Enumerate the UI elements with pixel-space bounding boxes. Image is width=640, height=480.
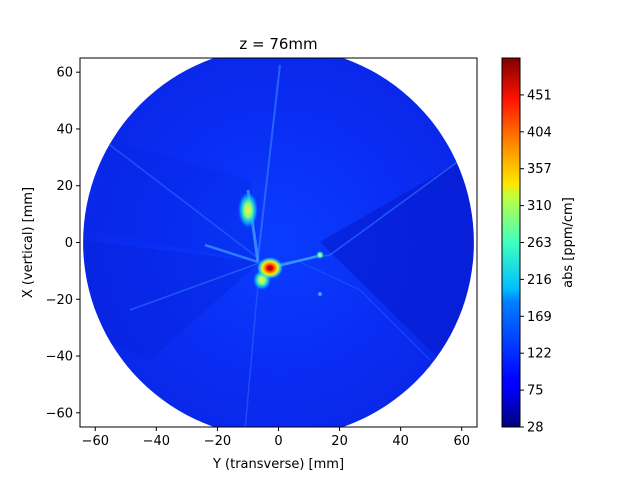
aperture-disc xyxy=(83,58,474,427)
x-tick-label: 0 xyxy=(274,434,282,449)
colorbar-label: abs [ppm/cm] xyxy=(561,197,576,288)
colorbar-tick-label: 216 xyxy=(527,273,552,288)
y-tick-label: −40 xyxy=(46,350,73,365)
y-tick-label: 40 xyxy=(56,122,73,137)
y-tick-label: 60 xyxy=(56,66,73,81)
colorbar-tick-label: 75 xyxy=(527,384,544,399)
y-axis: −60 −40 −20 0 20 40 60 xyxy=(46,66,80,421)
colorbar-tick-label: 169 xyxy=(527,310,552,325)
x-tick-label: 60 xyxy=(453,434,470,449)
colorbar-tick-label: 263 xyxy=(527,236,552,251)
small-dot xyxy=(318,292,322,296)
chart-title: z = 76mm xyxy=(239,35,317,53)
y-tick-label: −60 xyxy=(46,406,73,421)
x-tick-label: −40 xyxy=(143,434,170,449)
disc-structures xyxy=(83,64,474,427)
upper-arm-spot xyxy=(238,192,258,228)
hot-spots xyxy=(238,192,324,296)
colorbar-tick-label: 357 xyxy=(527,162,552,177)
y-tick-label: 0 xyxy=(65,236,73,251)
colorbar-tick-label: 310 xyxy=(527,199,552,214)
right-spot xyxy=(316,251,324,259)
colorbar-tick-label: 404 xyxy=(527,125,552,140)
colorbar-tick-label: 451 xyxy=(527,88,552,103)
colorbar-gradient xyxy=(501,57,521,428)
colorbar-tick-label: 122 xyxy=(527,347,552,362)
colorbar: 28 75 122 169 216 263 310 357 404 451 abs [ppm/cm… xyxy=(501,57,576,436)
y-axis-label: X (vertical) [mm] xyxy=(21,187,36,298)
y-tick-label: 20 xyxy=(56,179,73,194)
x-axis-label: Y (transverse) [mm] xyxy=(212,457,344,472)
central-hot-spot xyxy=(257,257,283,279)
plot-area xyxy=(80,58,477,427)
x-tick-label: −20 xyxy=(204,434,231,449)
x-axis: −60 −40 −20 0 20 40 60 xyxy=(82,427,470,449)
x-tick-label: −60 xyxy=(82,434,109,449)
colorbar-ticks: 28 75 122 169 216 263 310 357 404 451 xyxy=(520,88,552,436)
x-tick-label: 40 xyxy=(392,434,409,449)
y-tick-label: −20 xyxy=(46,293,73,308)
colorbar-tick-label: 28 xyxy=(527,421,544,436)
x-tick-label: 20 xyxy=(331,434,348,449)
